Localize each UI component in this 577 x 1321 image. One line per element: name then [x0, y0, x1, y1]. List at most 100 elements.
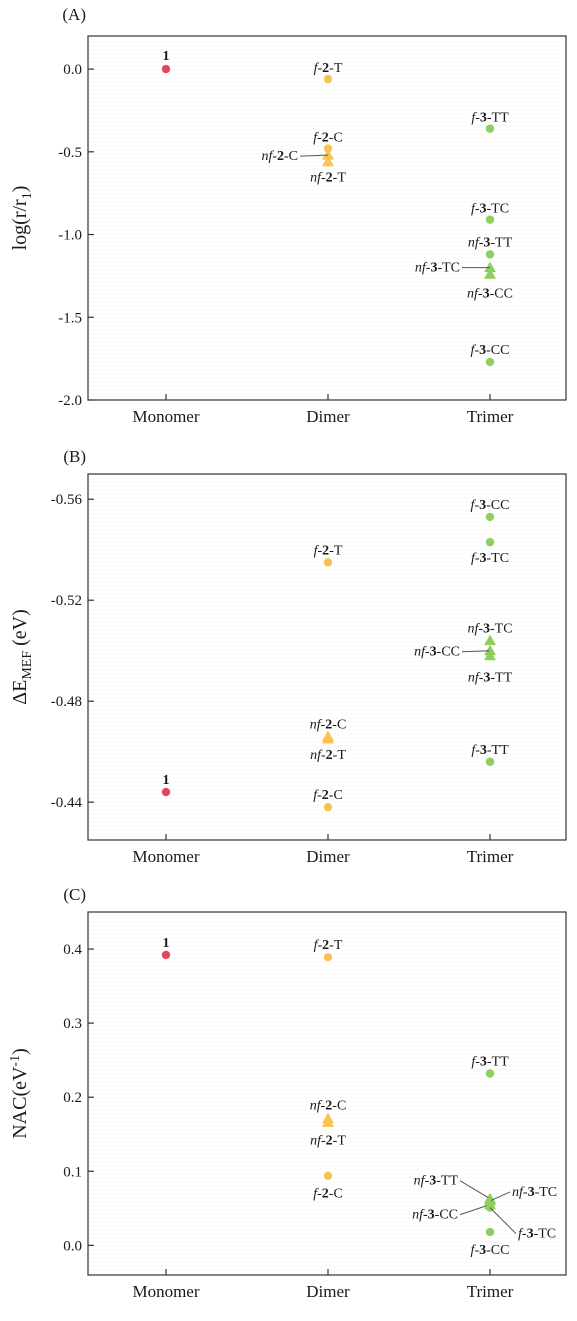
point-label: nf-2-T [310, 171, 346, 186]
y-tick-label: -0.5 [58, 145, 82, 161]
y-tick-label: -0.48 [51, 694, 82, 710]
point-label: nf-3-TT [468, 235, 513, 250]
point-label: f-3-CC [471, 498, 510, 513]
point-label: f-2-C [313, 788, 343, 803]
x-tick-label: Monomer [132, 407, 199, 426]
data-point [323, 558, 333, 567]
data-point [485, 537, 495, 547]
y-tick-label: -0.44 [51, 795, 83, 811]
point-label: nf-2-T [310, 748, 346, 763]
data-point [485, 1227, 495, 1237]
point-label: f-3-TC [471, 551, 509, 566]
y-tick-label: 0.0 [63, 1238, 82, 1254]
data-point [484, 268, 496, 279]
leader-line [459, 1204, 491, 1216]
data-point [485, 124, 495, 133]
panel-letter: (A) [62, 5, 86, 24]
data-point [161, 64, 171, 74]
x-tick-label: Trimer [467, 1282, 514, 1301]
panel-b: (B) -0.56 -0.52 -0.48 -0.44 Monomer Dimer Trime… [9, 447, 567, 866]
point-label: 1 [163, 49, 170, 64]
point-label: f-2-T [314, 61, 343, 76]
x-tick-label: Dimer [306, 847, 350, 866]
x-tick-label: Monomer [132, 1282, 199, 1301]
data-point [484, 649, 496, 661]
data-point [485, 757, 495, 766]
data-point [484, 261, 496, 273]
plot-background [89, 913, 565, 1274]
point-label: nf-3-TC [415, 261, 460, 276]
plot-background [89, 37, 565, 399]
data-point [323, 952, 333, 962]
data-point [323, 802, 333, 812]
point-label: nf-3-TC [467, 622, 512, 637]
point-label: f-2-C [313, 131, 343, 146]
point-label: nf-3-CC [414, 645, 460, 660]
point-label: f-2-T [314, 938, 343, 953]
point-label: nf-3-CC [467, 286, 513, 301]
point-label: f-2-C [313, 1187, 343, 1202]
point-label: f-3-TT [471, 111, 509, 126]
point-label: f-3-CC [471, 1243, 510, 1258]
point-label: 1 [163, 936, 170, 951]
data-point [161, 787, 171, 797]
point-label: f-3-TC [471, 202, 509, 217]
leader-line [461, 650, 491, 653]
data-point [322, 155, 334, 167]
y-tick-label: -1.5 [58, 310, 82, 326]
panel-letter: (C) [63, 885, 86, 904]
y-axis-label: NAC(eV-1) [8, 1048, 31, 1139]
data-point [322, 1116, 334, 1127]
y-tick-label: 0.1 [63, 1164, 82, 1180]
data-point [323, 144, 333, 153]
data-point [322, 733, 334, 744]
data-point [323, 74, 333, 84]
leader-line [459, 1180, 491, 1200]
y-tick-label: -0.56 [51, 492, 83, 508]
point-label: nf-2-C [310, 718, 347, 733]
point-label: f-3-TC [518, 1227, 556, 1242]
point-label: nf-3-TT [414, 1174, 459, 1189]
y-tick-label: 0.0 [63, 62, 82, 78]
y-axis-label: log(r/r1) [9, 186, 35, 251]
point-label: nf-3-CC [412, 1208, 458, 1223]
point-label: nf-2-C [310, 1099, 347, 1114]
data-point [323, 1171, 333, 1180]
panel-letter: (B) [63, 447, 86, 466]
point-label: f-3-TT [471, 1054, 509, 1069]
point-label: f-3-TT [471, 743, 509, 758]
leader-line [299, 154, 329, 157]
data-point [322, 149, 334, 160]
y-tick-label: 0.3 [63, 1016, 82, 1032]
plot-background [89, 475, 565, 839]
x-tick-label: Dimer [306, 407, 350, 426]
data-point [161, 950, 171, 960]
x-tick-label: Trimer [467, 407, 514, 426]
point-label: nf-2-T [310, 1133, 346, 1148]
panel-c: (C) 0.4 0.3 0.2 0.1 0.0 Monomer Dimer Trimer NAC(… [8, 885, 567, 1301]
y-tick-label: 0.4 [63, 942, 82, 958]
panel-a: (A) 0.0 -0.5 -1.0 -1.5 -2.0 Monomer Dimer Trimer… [9, 5, 567, 426]
y-tick-label: 0.2 [63, 1090, 82, 1106]
data-point [485, 1069, 495, 1078]
data-point [484, 634, 496, 646]
y-tick-label: -0.52 [51, 593, 82, 609]
y-tick-label: -1.0 [58, 228, 82, 244]
point-label: f-2-T [314, 543, 343, 558]
x-tick-label: Trimer [467, 847, 514, 866]
leader-line [489, 1207, 517, 1234]
x-tick-label: Dimer [306, 1282, 350, 1301]
x-tick-label: Monomer [132, 847, 199, 866]
point-label: nf-3-TC [512, 1185, 557, 1200]
point-label: 1 [163, 773, 170, 788]
data-point [485, 357, 495, 367]
y-tick-label: -2.0 [58, 393, 82, 409]
data-point [485, 215, 495, 224]
data-point [485, 512, 495, 522]
y-axis-label: ΔEMEF (eV) [9, 609, 35, 705]
leader-line [489, 1191, 511, 1202]
data-point [485, 250, 495, 259]
point-label: nf-3-TT [468, 671, 513, 686]
point-label: f-3-CC [471, 343, 510, 358]
